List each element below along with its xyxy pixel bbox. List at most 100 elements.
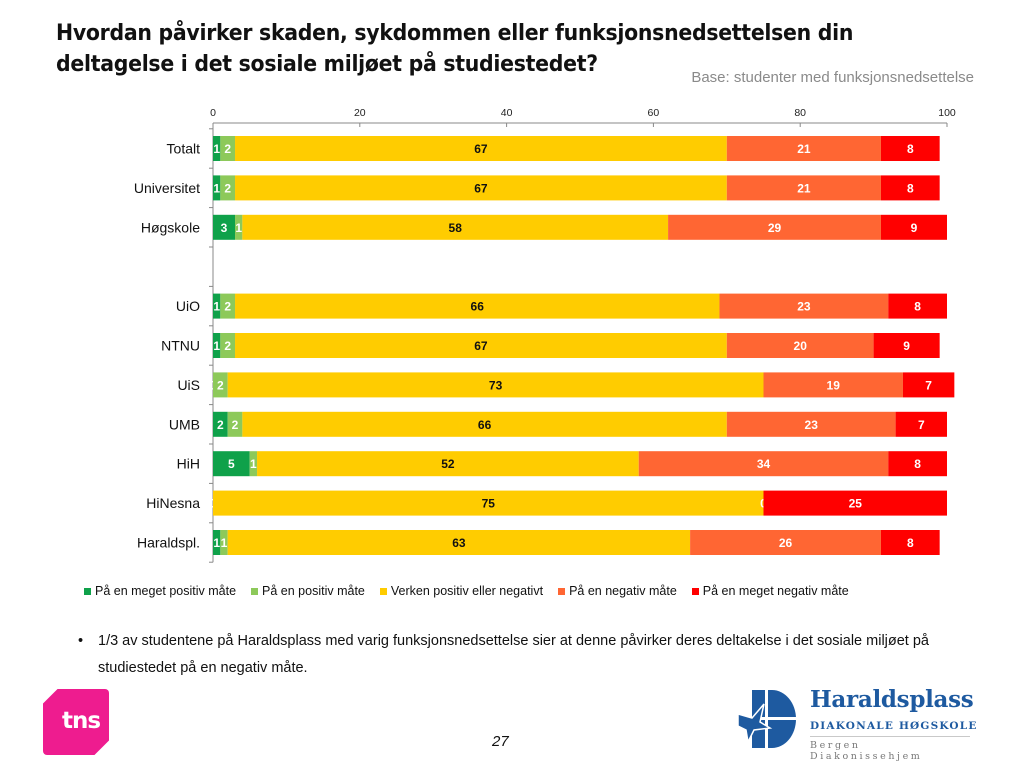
data-label: 21 (797, 142, 811, 156)
bar-segment (242, 214, 669, 240)
bar-segment (763, 490, 947, 516)
bar-segment (235, 293, 720, 319)
data-label: 25 (849, 497, 863, 511)
legend-label: Verken positiv eller negativt (390, 584, 544, 598)
category-label: Totalt (167, 141, 201, 157)
base-subtitle: Base: studenter med funksjonsnedsettelse (691, 69, 974, 86)
legend-label: På en positiv måte (262, 584, 365, 598)
legend-item: På en meget negativ måte (691, 584, 849, 598)
data-label: 75 (482, 497, 496, 511)
legend-swatch (691, 587, 699, 595)
bar-segment (726, 411, 896, 437)
note-text: 1/3 av studentene på Haraldsplass med va… (98, 633, 929, 676)
legend-swatch (558, 587, 566, 595)
bar-segment (726, 136, 881, 161)
bar-segment (902, 372, 955, 398)
bar-segment (888, 451, 947, 477)
bar-segment (235, 333, 727, 358)
bar-segment (220, 175, 236, 201)
data-label: 9 (903, 339, 910, 353)
data-label: 23 (805, 418, 819, 432)
bar-segment (220, 333, 236, 358)
note-bullet: • (78, 633, 84, 649)
category-label: Universitet (134, 180, 200, 196)
data-label: 3 (221, 221, 228, 235)
category-label: UiS (177, 377, 200, 393)
haraldsplass-logo: Haraldsplass DIAKONALE HØGSKOLE Bergen D… (738, 686, 978, 762)
data-label: 8 (914, 300, 921, 314)
dove-window-icon (738, 690, 798, 748)
bar-segment (227, 530, 691, 555)
bar-segment (880, 136, 940, 161)
bar-segment (873, 333, 940, 358)
data-label: 8 (907, 181, 914, 195)
data-label: 21 (797, 181, 811, 195)
data-label: 1 (213, 142, 220, 156)
bar-segment (726, 333, 874, 358)
category-label: HiNesna (146, 495, 200, 511)
data-label: 1 (213, 536, 220, 550)
data-label: 66 (471, 300, 485, 314)
category-label: Høgskole (141, 219, 200, 235)
category-label: Haraldspl. (137, 535, 200, 551)
data-label: 34 (757, 457, 771, 471)
bar-segment (719, 293, 889, 319)
bar-segment (213, 333, 221, 358)
tns-logo-text: tns (62, 708, 101, 734)
data-label: 58 (449, 221, 463, 235)
legend-label: På en meget negativ måte (702, 584, 849, 598)
data-label: 7 (925, 378, 932, 392)
legend-swatch (251, 587, 259, 595)
bar-segment (213, 490, 764, 516)
data-label: 1 (213, 181, 220, 195)
data-label: 63 (452, 536, 466, 550)
bar-segment (213, 136, 221, 161)
data-label: 8 (907, 536, 914, 550)
category-label: UMB (169, 416, 200, 432)
bar-segment (213, 530, 221, 555)
bar-segment (242, 411, 727, 437)
bar-segment (880, 530, 940, 555)
data-label: 5 (228, 457, 235, 471)
bar-segment (213, 293, 221, 319)
bar-segment (235, 175, 727, 201)
data-label: 8 (914, 457, 921, 471)
data-label: 29 (768, 221, 782, 235)
bar-segment (213, 451, 250, 477)
bar-segment (880, 175, 940, 201)
tns-logo (43, 689, 109, 755)
haraldsplass-subtitle-2: Bergen Diakonissehjem (810, 740, 923, 762)
data-label: 52 (441, 457, 455, 471)
haraldsplass-divider (810, 736, 970, 737)
bar-segment (690, 530, 881, 555)
data-label: 9 (911, 221, 918, 235)
bar-segment (235, 214, 243, 240)
data-label: 67 (474, 339, 488, 353)
bar-segment (235, 136, 727, 161)
page-number: 27 (492, 733, 509, 750)
bar-segment (763, 372, 903, 398)
bar-segment (213, 411, 228, 437)
haraldsplass-name: Haraldsplass (810, 686, 974, 713)
bar-segment (213, 214, 236, 240)
bar-segment (213, 372, 228, 398)
bar-segment (227, 372, 764, 398)
data-label: 1 (235, 221, 242, 235)
legend-swatch (84, 587, 91, 595)
data-label: 23 (797, 300, 811, 314)
legend-item: Verken positiv eller negativt (379, 584, 544, 598)
bar-segment (726, 175, 881, 201)
bar-segment (880, 214, 947, 240)
data-label: 73 (489, 378, 503, 392)
x-tick-label: 100 (938, 107, 956, 119)
data-label: 26 (779, 536, 793, 550)
bar-segment (638, 451, 889, 477)
data-label: 66 (478, 418, 492, 432)
data-label: 7 (918, 418, 925, 432)
category-label: UiO (176, 298, 200, 314)
data-label: 1 (221, 536, 228, 550)
category-label: HiH (177, 456, 200, 472)
data-label: 67 (474, 181, 488, 195)
x-tick-label: 40 (501, 107, 513, 119)
